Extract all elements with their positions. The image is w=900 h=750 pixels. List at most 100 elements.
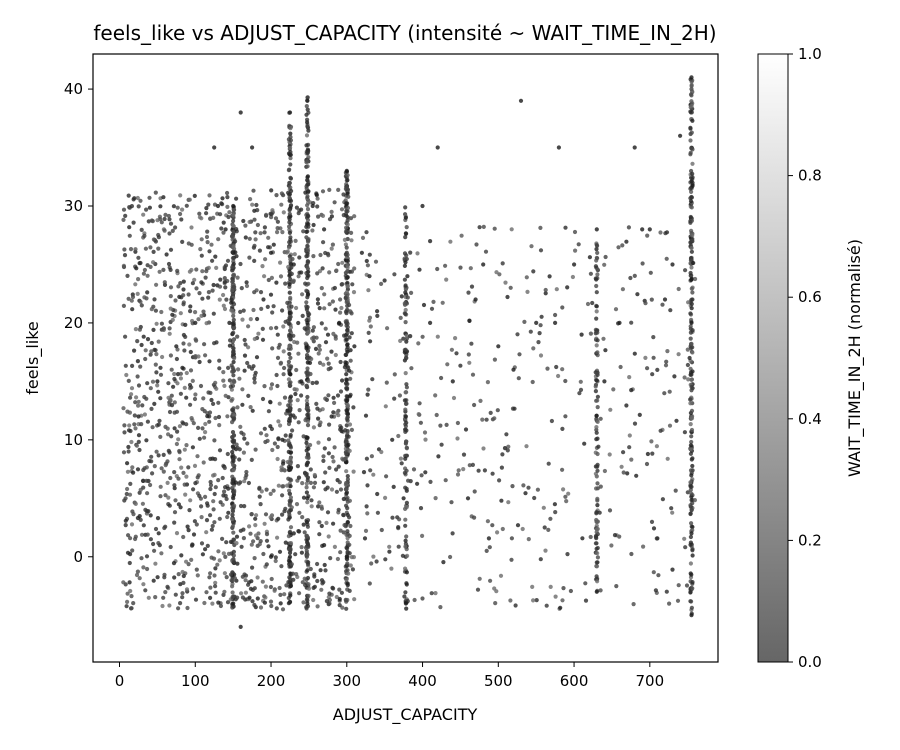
scatter-point: [411, 467, 417, 472]
scatter-point: [302, 326, 307, 331]
scatter-point: [291, 577, 296, 582]
scatter-point: [286, 476, 291, 481]
scatter-point: [345, 327, 350, 333]
scatter-point: [205, 240, 210, 245]
scatter-point: [262, 600, 267, 605]
scatter-point: [598, 484, 603, 489]
scatter-point: [539, 314, 544, 319]
scatter-point: [371, 472, 376, 477]
scatter-point: [231, 261, 236, 267]
scatter-point: [134, 572, 140, 578]
scatter-point: [594, 413, 599, 418]
scatter-point: [308, 467, 313, 472]
scatter-point: [215, 203, 221, 209]
scatter-point: [402, 251, 408, 256]
scatter-point: [295, 398, 300, 403]
scatter-point: [155, 218, 160, 223]
scatter-point: [280, 493, 285, 498]
scatter-point: [260, 326, 265, 331]
scatter-point: [294, 572, 299, 577]
scatter-point: [151, 237, 156, 242]
scatter-point: [173, 298, 178, 303]
scatter-point: [582, 441, 587, 446]
scatter-point: [561, 487, 566, 492]
scatter-point: [688, 324, 693, 329]
scatter-point: [315, 406, 320, 411]
scatter-point: [123, 213, 128, 218]
scatter-point: [647, 227, 652, 232]
scatter-point: [676, 352, 681, 357]
scatter-point: [141, 271, 146, 276]
scatter-point: [290, 256, 295, 262]
scatter-point: [349, 230, 354, 235]
scatter-point: [305, 568, 310, 573]
scatter-point: [690, 297, 695, 302]
scatter-point: [404, 439, 409, 444]
scatter-point: [594, 247, 599, 252]
scatter-point: [346, 571, 351, 576]
scatter-point: [500, 452, 505, 457]
scatter-point: [235, 334, 240, 339]
scatter-point: [531, 269, 536, 274]
scatter-point: [435, 334, 440, 339]
scatter-point: [288, 175, 293, 180]
scatter-point: [163, 212, 168, 217]
scatter-point: [280, 512, 285, 517]
scatter-point: [259, 306, 264, 311]
scatter-point: [288, 145, 293, 150]
scatter-point: [675, 598, 681, 603]
scatter-point: [224, 540, 229, 545]
scatter-point: [152, 464, 157, 469]
scatter-point: [224, 575, 229, 580]
scatter-point: [208, 216, 213, 221]
scatter-point: [175, 268, 180, 273]
scatter-point: [593, 541, 599, 546]
scatter-point: [297, 408, 302, 413]
scatter-point: [212, 573, 217, 578]
scatter-point: [621, 450, 626, 455]
scatter-point: [344, 300, 349, 305]
scatter-point: [231, 338, 236, 343]
scatter-point: [332, 200, 337, 205]
scatter-point: [379, 281, 384, 286]
scatter-point: [400, 553, 405, 558]
scatter-point: [316, 504, 321, 509]
scatter-point: [649, 439, 654, 444]
scatter-point: [304, 533, 310, 539]
scatter-point: [595, 560, 600, 565]
scatter-point: [688, 270, 693, 276]
y-tick-label: 0: [73, 548, 83, 566]
scatter-point: [670, 510, 675, 515]
scatter-point: [293, 238, 298, 243]
scatter-point: [326, 534, 331, 539]
scatter-point: [152, 548, 157, 553]
scatter-point: [162, 280, 167, 285]
scatter-point: [331, 521, 336, 526]
scatter-point: [405, 295, 410, 300]
scatter-point: [348, 216, 354, 221]
scatter-point: [288, 457, 293, 462]
scatter-point: [587, 255, 593, 260]
scatter-point: [289, 505, 294, 510]
scatter-point: [535, 487, 541, 492]
scatter-point: [431, 299, 436, 304]
scatter-point: [485, 380, 490, 385]
scatter-point: [248, 586, 253, 591]
scatter-point: [204, 530, 209, 535]
scatter-point: [404, 446, 409, 451]
scatter-point: [250, 145, 255, 150]
scatter-point: [402, 398, 407, 403]
scatter-point: [279, 202, 284, 207]
scatter-point: [156, 453, 161, 458]
scatter-point: [690, 171, 695, 176]
scatter-point: [365, 511, 370, 516]
scatter-point: [688, 599, 693, 604]
scatter-point: [299, 393, 304, 398]
scatter-point: [341, 457, 346, 462]
scatter-point: [168, 221, 174, 226]
scatter-point: [271, 488, 276, 493]
scatter-point: [290, 571, 295, 576]
scatter-point: [240, 402, 245, 407]
scatter-point: [595, 243, 600, 248]
scatter-point: [344, 497, 349, 502]
